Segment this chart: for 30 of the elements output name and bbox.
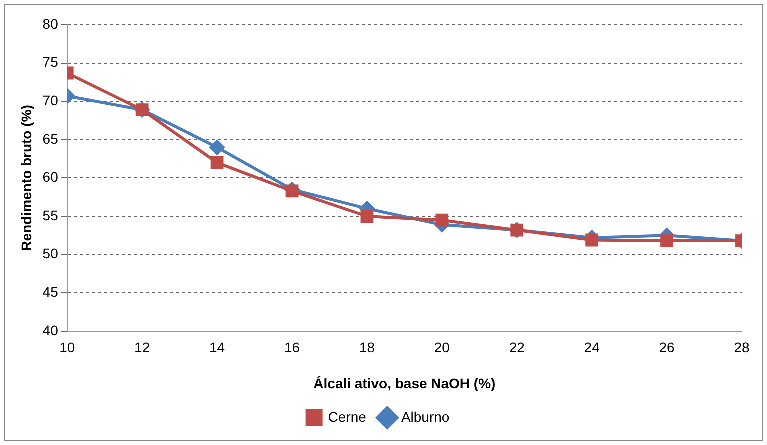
x-tick-label: 18 xyxy=(359,340,376,356)
point xyxy=(210,140,225,156)
y-tick-label: 80 xyxy=(42,16,59,32)
x-tick-label: 10 xyxy=(60,340,76,356)
x-tick-label: 22 xyxy=(509,340,526,356)
y-tick-label: 55 xyxy=(42,207,59,224)
y-tick-label: 60 xyxy=(42,169,59,186)
point xyxy=(286,184,299,198)
point xyxy=(660,234,674,248)
x-tick-label: 20 xyxy=(434,340,450,356)
y-tick-label: 40 xyxy=(42,322,59,338)
y-tick-label: 75 xyxy=(42,54,59,70)
legend-label: Cerne xyxy=(328,408,367,425)
point xyxy=(586,234,599,247)
point xyxy=(360,210,374,223)
x-tick-label: 28 xyxy=(734,340,750,356)
x-tick-label: 24 xyxy=(584,340,600,356)
x-tick-label: 12 xyxy=(134,340,150,356)
x-axis-title: Álcali ativo, base NaOH (%) xyxy=(314,375,496,392)
legend-label: Alburno xyxy=(401,408,450,425)
x-tick-label: 26 xyxy=(659,340,676,356)
x-tick-label: 14 xyxy=(210,340,226,356)
y-tick-label: 70 xyxy=(42,92,59,108)
point xyxy=(436,214,449,227)
y-tick-label: 45 xyxy=(42,284,59,300)
y-axis-title: Rendimento bruto (%) xyxy=(18,105,34,252)
y-tick-label: 65 xyxy=(42,130,59,147)
point xyxy=(210,156,224,170)
x-tick-label: 16 xyxy=(284,340,300,356)
y-tick-label: 50 xyxy=(42,246,59,262)
